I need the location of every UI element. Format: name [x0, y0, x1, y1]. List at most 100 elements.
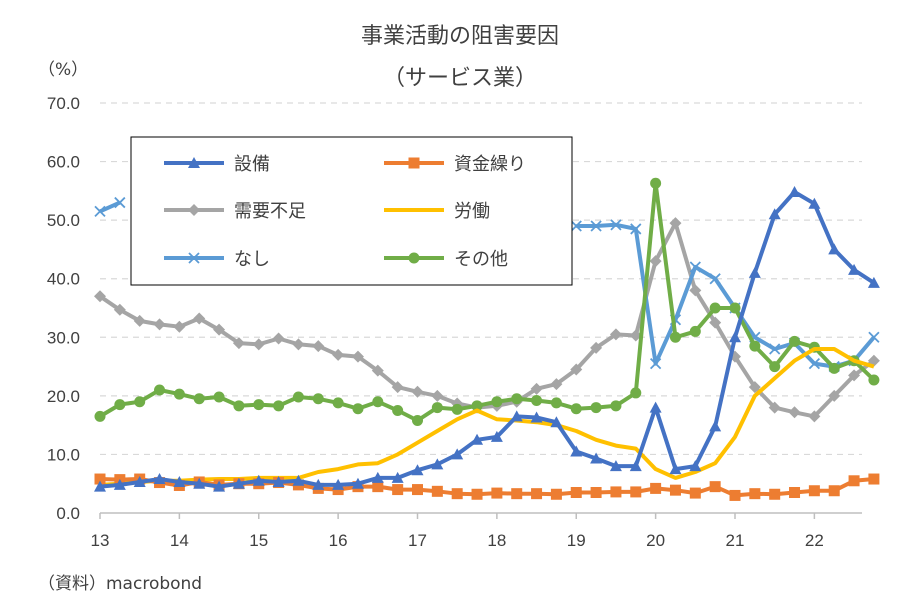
- data-point: [689, 284, 702, 297]
- chart-subtitle: （サービス業）: [383, 66, 537, 91]
- data-point: [193, 312, 206, 325]
- data-point: [153, 318, 166, 331]
- y-tick-label: 70.0: [47, 94, 80, 113]
- data-point: [252, 474, 265, 486]
- data-point: [312, 340, 325, 353]
- data-point: [233, 400, 245, 412]
- data-point: [848, 263, 861, 275]
- data-point: [590, 487, 602, 498]
- y-tick-label: 40.0: [47, 270, 80, 289]
- data-point: [213, 480, 226, 492]
- data-point: [550, 378, 563, 391]
- data-point: [570, 403, 582, 415]
- x-tick-label: 15: [249, 531, 268, 550]
- data-point: [332, 397, 344, 409]
- data-point: [312, 393, 324, 405]
- data-point: [411, 385, 424, 398]
- data-point: [372, 396, 384, 408]
- data-point: [471, 488, 483, 500]
- data-point: [768, 208, 781, 220]
- data-point: [392, 484, 404, 496]
- data-point: [351, 477, 364, 489]
- data-point: [272, 332, 285, 345]
- data-point: [609, 460, 622, 472]
- data-point: [610, 219, 622, 231]
- data-point: [789, 335, 801, 347]
- data-point: [868, 473, 880, 485]
- data-point: [650, 177, 662, 189]
- data-point: [273, 400, 285, 412]
- data-point: [590, 452, 603, 464]
- data-point: [669, 331, 681, 343]
- data-point: [491, 487, 503, 499]
- data-point: [769, 488, 781, 500]
- data-point: [769, 361, 781, 373]
- data-point: [570, 363, 583, 376]
- data-point: [193, 477, 206, 489]
- legend-label: その他: [454, 249, 508, 270]
- legend-marker: [408, 252, 420, 264]
- source-note: （資料）macrobond: [38, 574, 202, 594]
- data-point: [808, 358, 821, 370]
- data-point: [451, 488, 463, 500]
- legend-marker: [188, 157, 200, 168]
- data-point: [828, 243, 841, 255]
- data-point: [94, 473, 106, 485]
- data-point: [610, 486, 622, 498]
- data-point: [610, 400, 622, 412]
- data-point: [669, 463, 682, 475]
- data-point: [312, 478, 325, 490]
- y-axis-unit-label: （%）: [38, 60, 88, 80]
- x-tick-label: 18: [487, 531, 506, 550]
- data-point: [709, 273, 721, 285]
- data-point: [868, 331, 880, 343]
- data-point: [94, 205, 106, 217]
- data-point: [511, 488, 523, 500]
- data-point: [133, 314, 146, 327]
- data-point: [391, 381, 404, 394]
- legend-item: なし: [164, 249, 270, 270]
- data-point: [94, 410, 106, 422]
- data-point: [828, 362, 840, 374]
- data-point: [412, 484, 423, 496]
- data-point: [272, 475, 285, 487]
- data-point: [213, 391, 225, 403]
- data-point: [689, 487, 701, 499]
- data-point: [689, 261, 701, 273]
- legend-item: 労働: [384, 201, 490, 222]
- data-point: [530, 411, 543, 423]
- legend-marker: [408, 157, 420, 169]
- data-point: [749, 340, 761, 352]
- data-point: [352, 403, 364, 415]
- y-tick-label: 60.0: [47, 153, 80, 172]
- x-tick-label: 13: [91, 531, 110, 550]
- data-point: [511, 393, 523, 405]
- legend-label: 労働: [454, 201, 490, 222]
- legend-label: 設備: [234, 154, 270, 175]
- data-point: [749, 488, 761, 500]
- data-point: [650, 482, 662, 494]
- data-point: [292, 338, 305, 351]
- data-point: [649, 401, 662, 413]
- data-point: [709, 420, 722, 432]
- series-line: [98, 221, 876, 419]
- x-axis: 13 14 15 16 17 18 19 20 21 22: [91, 512, 862, 550]
- data-point: [173, 388, 185, 400]
- x-tick-label: 19: [567, 531, 586, 550]
- data-point: [531, 488, 543, 500]
- data-point: [808, 410, 821, 423]
- data-point: [689, 460, 702, 472]
- x-tick-label: 16: [329, 531, 348, 550]
- data-point: [351, 350, 364, 363]
- series-6: [94, 177, 880, 426]
- data-point: [173, 475, 186, 487]
- data-point: [590, 220, 602, 232]
- data-point: [412, 414, 423, 426]
- data-point: [590, 341, 603, 354]
- data-point: [630, 387, 642, 399]
- data-point: [391, 471, 404, 483]
- chart-title: 事業活動の阻害要因: [361, 24, 559, 49]
- legend-item: 需要不足: [164, 201, 306, 222]
- data-point: [134, 396, 146, 408]
